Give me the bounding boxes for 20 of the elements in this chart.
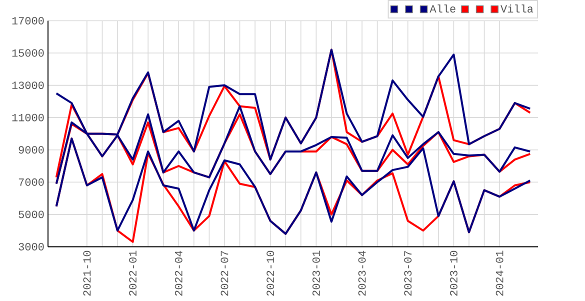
y-tick-label: 15000: [12, 49, 44, 57]
x-tick-label: 2022-04: [174, 250, 182, 296]
y-tick-label: 11000: [12, 114, 44, 122]
x-tick-label: 2022-01: [129, 250, 137, 296]
y-tick-label: 3000: [18, 243, 44, 251]
x-tick-label: 2023-10: [450, 251, 458, 296]
x-tick-label: 2022-07: [220, 251, 228, 296]
x-tick-label: 2023-01: [312, 250, 320, 296]
y-tick-label: 17000: [12, 17, 44, 25]
x-tick-label: 2023-07: [404, 251, 412, 296]
y-tick-label: 9000: [18, 146, 44, 154]
y-tick-label: 5000: [18, 210, 44, 218]
legend-label: Villa: [500, 4, 534, 13]
x-tick-label: 2021-10: [83, 251, 91, 296]
y-tick-label: 7000: [18, 178, 44, 186]
x-tick-label: 2022-10: [266, 251, 274, 296]
x-tick-label: 2024-01: [496, 250, 504, 296]
x-tick-label: 2023-04: [358, 250, 366, 296]
legend-label: Alle: [430, 4, 456, 13]
y-tick-label: 13000: [12, 82, 44, 90]
